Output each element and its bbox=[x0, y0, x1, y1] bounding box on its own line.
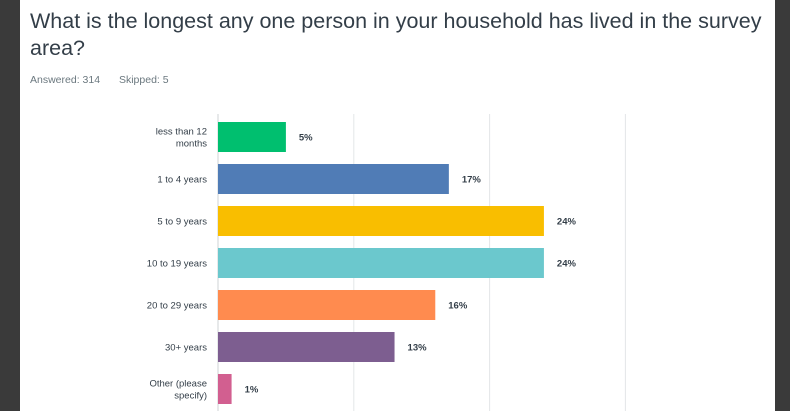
bar bbox=[218, 290, 436, 320]
bar bbox=[218, 374, 232, 404]
answered-count: Answered: 314 bbox=[30, 74, 101, 86]
value-label: 13% bbox=[408, 343, 428, 354]
bar bbox=[218, 332, 395, 362]
response-stats: Answered: 314 Skipped: 5 bbox=[30, 74, 169, 86]
value-label: 5% bbox=[299, 133, 313, 144]
bar bbox=[218, 164, 449, 194]
category-label: 5 to 9 years bbox=[157, 217, 207, 228]
value-label: 24% bbox=[557, 217, 577, 228]
question-title: What is the longest any one person in yo… bbox=[30, 9, 762, 60]
value-label: 1% bbox=[245, 385, 259, 396]
category-label: 1 to 4 years bbox=[157, 175, 207, 186]
skipped-count: Skipped: 5 bbox=[118, 74, 169, 86]
bar-chart: less than 12 months 5% 1 to 4 years 17% 5 to … bbox=[147, 114, 626, 411]
category-label: 10 to 19 years bbox=[147, 259, 207, 270]
category-label: 30+ years bbox=[165, 343, 207, 354]
category-label: Other (please specify) bbox=[149, 379, 207, 402]
category-label: 20 to 29 years bbox=[147, 301, 207, 312]
value-label: 16% bbox=[448, 301, 468, 312]
bar bbox=[218, 248, 544, 278]
value-label: 17% bbox=[462, 175, 482, 186]
value-label: 24% bbox=[557, 259, 577, 270]
category-label: less than 12 months bbox=[156, 127, 207, 150]
bar bbox=[218, 122, 286, 152]
bar bbox=[218, 206, 544, 236]
survey-question-panel: What is the longest any one person in yo… bbox=[20, 0, 775, 411]
